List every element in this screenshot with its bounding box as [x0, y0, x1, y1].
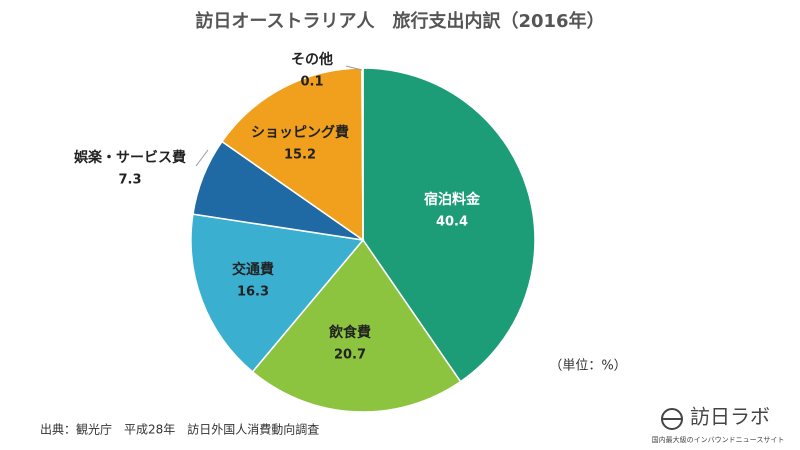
- source-note: 出典：観光庁 平成28年 訪日外国人消費動向調査: [40, 422, 319, 437]
- slice-value: 40.4: [436, 215, 468, 230]
- slice-label: ショッピング費: [251, 124, 349, 141]
- pie-slice: [220, 67, 364, 242]
- slice-value: 16.3: [237, 285, 269, 300]
- slice-label: 娯楽・サービス費: [74, 149, 186, 166]
- leader-line: [195, 149, 209, 167]
- slice-label: 飲食費: [328, 324, 371, 341]
- logo-tagline: 国内最大級のインバウンドニュースサイト: [652, 435, 785, 444]
- chart-title: 訪日オーストラリア人 旅行支出内訳（2016年）: [195, 10, 604, 32]
- pie-slice: [251, 238, 462, 413]
- pie-slice: [362, 67, 536, 383]
- pie-slice: [190, 213, 365, 373]
- slice-value: 20.7: [334, 348, 366, 363]
- logo: 訪日ラボ 国内最大級のインバウンドニュースサイト: [652, 405, 785, 445]
- slice-value: 0.1: [300, 75, 323, 90]
- slice-label: その他: [291, 51, 333, 68]
- leader-line: [345, 65, 363, 71]
- pie-slice: [361, 67, 364, 241]
- slice-label: 交通費: [232, 261, 274, 278]
- slice-value: 15.2: [284, 148, 316, 163]
- logo-name: 訪日ラボ: [690, 405, 770, 429]
- unit-note: （単位：%）: [549, 358, 626, 374]
- slice-label: 宿泊料金: [424, 191, 481, 208]
- slice-value: 7.3: [118, 173, 141, 188]
